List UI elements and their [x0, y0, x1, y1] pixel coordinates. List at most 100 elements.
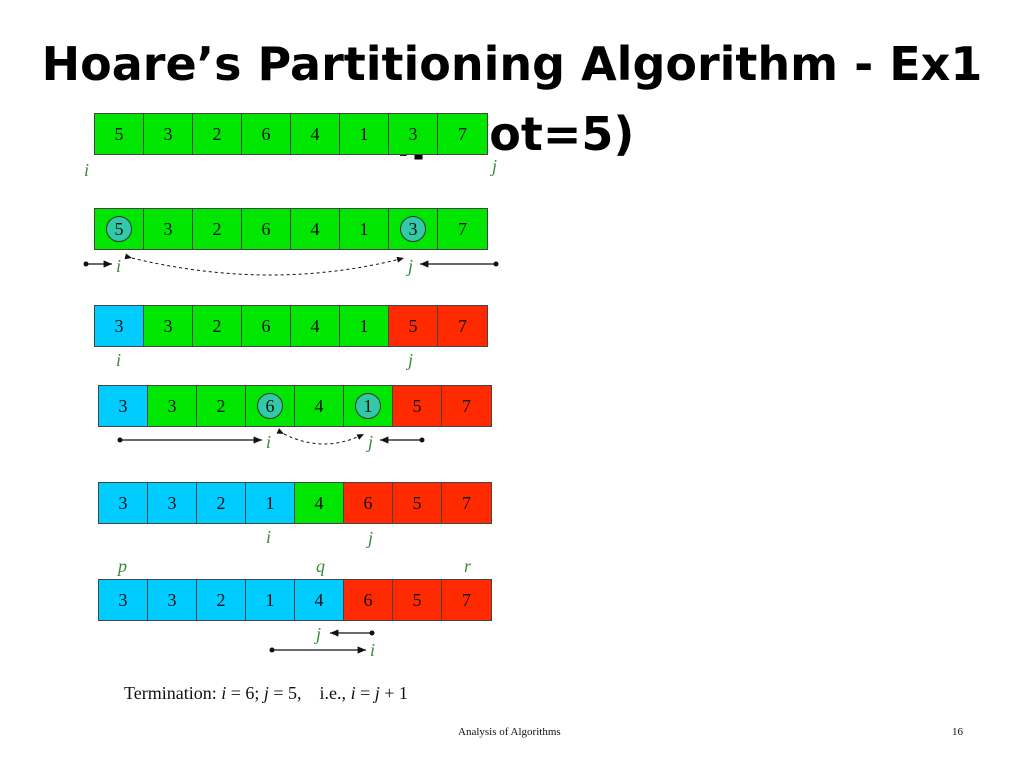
array-cell: 6	[242, 306, 291, 346]
array-cell: 2	[193, 306, 242, 346]
highlight-circle	[106, 216, 132, 242]
cell-value: 7	[462, 492, 471, 513]
cell-value: 3	[118, 492, 128, 513]
cell-value: 7	[458, 123, 467, 144]
array-cell: 6	[246, 386, 295, 426]
cell-value: 5	[412, 589, 422, 610]
cell-value: 1	[359, 218, 369, 239]
cell-value: 4	[310, 123, 320, 144]
label-i-row5: i	[266, 527, 272, 547]
label-j-row6: j	[316, 624, 322, 644]
array-row-5: 3 3 2 1 4 6 5 7	[98, 482, 492, 524]
array-cell: 2	[197, 483, 246, 523]
array-cell: 3	[95, 306, 144, 346]
array-cell: 6	[242, 114, 291, 154]
cell-value: 4	[314, 589, 324, 610]
footer-course: Analysis of Algorithms	[458, 726, 561, 738]
arrow-j-left-row4	[380, 436, 425, 444]
array-cell: 5	[393, 483, 442, 523]
array-cell: 3	[144, 114, 193, 154]
highlight-circle	[257, 393, 283, 419]
cell-value: 4	[314, 395, 324, 416]
cell-value: 5	[114, 123, 124, 144]
cell-value: 2	[212, 218, 222, 239]
array-cell: 1	[246, 580, 295, 620]
array-cell: 2	[197, 386, 246, 426]
array-row-3: 3 3 2 6 4 1 5 7	[94, 305, 488, 347]
array-cell: 4	[295, 386, 344, 426]
array-row-4: 3 3 2 6 4 1 5 7	[98, 385, 492, 427]
array-row-6: 3 3 2 1 4 6 5 7	[98, 579, 492, 621]
array-cell: 5	[393, 580, 442, 620]
array-cell: 4	[291, 114, 340, 154]
label-j-row1: j	[492, 156, 498, 176]
cell-value: 3	[167, 492, 177, 513]
array-cell: 7	[442, 580, 491, 620]
array-cell: 2	[197, 580, 246, 620]
array-cell: 3	[99, 580, 148, 620]
label-j-row2: j	[408, 256, 414, 276]
cell-value: 1	[359, 315, 369, 336]
array-cell: 1	[340, 114, 389, 154]
cell-value: 3	[408, 218, 418, 239]
termination-note: Termination: i = 6; j = 5, i.e., i = j +…	[124, 683, 408, 703]
cell-value: 6	[265, 395, 275, 416]
array-cell: 1	[340, 306, 389, 346]
arrow-i-right-row4	[117, 436, 262, 444]
label-i-row1: i	[84, 160, 90, 180]
cell-value: 6	[363, 589, 373, 610]
cell-value: 6	[363, 492, 373, 513]
cell-value: 1	[265, 589, 275, 610]
cell-value: 4	[314, 492, 324, 513]
cell-value: 3	[118, 395, 128, 416]
array-cell: 7	[438, 209, 487, 249]
array-cell: 4	[295, 483, 344, 523]
array-cell: 7	[438, 306, 487, 346]
array-cell: 4	[291, 306, 340, 346]
array-cell: 5	[393, 386, 442, 426]
cell-value: 3	[163, 123, 173, 144]
label-i-row2: i	[116, 256, 122, 276]
slide-title: Hoare’s Partitioning Algorithm - Ex1	[41, 37, 983, 91]
array-cell: 3	[148, 580, 197, 620]
cell-value: 6	[261, 123, 271, 144]
cell-value: 5	[114, 218, 124, 239]
arrow-i-right-row2	[83, 260, 112, 268]
cell-value: 3	[167, 589, 177, 610]
cell-value: 1	[265, 492, 275, 513]
array-cell: 3	[144, 209, 193, 249]
array-cell: 2	[193, 209, 242, 249]
cell-value: 4	[310, 218, 320, 239]
array-cell: 3	[99, 483, 148, 523]
array-cell: 5	[95, 209, 144, 249]
array-cell: 3	[389, 114, 438, 154]
array-cell: 5	[95, 114, 144, 154]
array-cell: 6	[344, 580, 393, 620]
label-q: q	[316, 556, 325, 576]
cell-value: 6	[261, 218, 271, 239]
label-i-row4: i	[266, 432, 272, 452]
label-r: r	[464, 556, 472, 576]
highlight-circle	[355, 393, 381, 419]
swap-arc-row4	[276, 428, 365, 445]
cell-value: 3	[163, 315, 173, 336]
cell-value: 7	[462, 395, 471, 416]
cell-value: 3	[114, 315, 124, 336]
label-i-row6: i	[370, 640, 376, 660]
array-cell: 3	[148, 483, 197, 523]
highlight-circle	[400, 216, 426, 242]
array-cell: 4	[291, 209, 340, 249]
array-cell: 7	[438, 114, 487, 154]
array-cell: 7	[442, 483, 491, 523]
array-cell: 3	[144, 306, 193, 346]
array-cell: 4	[295, 580, 344, 620]
label-j-row3: j	[408, 350, 414, 370]
cell-value: 3	[163, 218, 173, 239]
array-cell: 5	[389, 306, 438, 346]
cell-value: 7	[458, 315, 467, 336]
cell-value: 7	[462, 589, 471, 610]
array-row-1: 5 3 2 6 4 1 3 7	[94, 113, 488, 155]
arrow-i-right-row6	[269, 646, 366, 654]
array-cell: 2	[193, 114, 242, 154]
cell-value: 4	[310, 315, 320, 336]
